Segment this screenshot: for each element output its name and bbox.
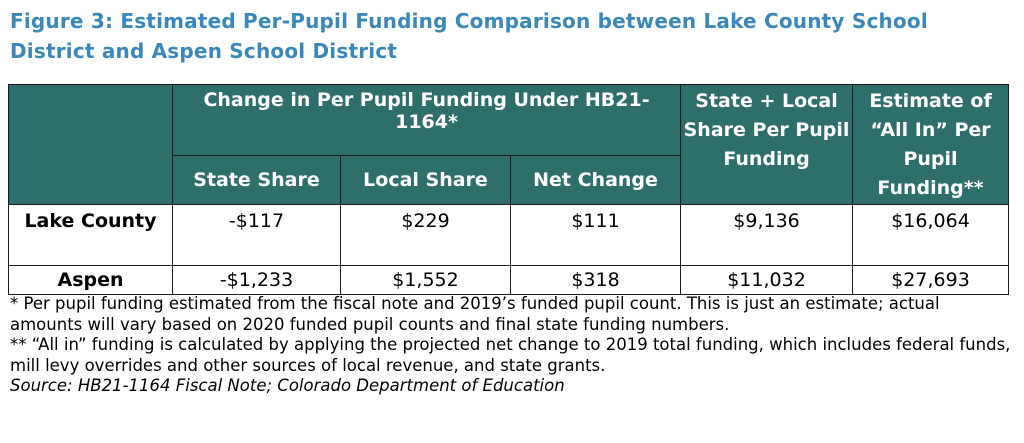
all-in-cell: $16,064 [852,204,1010,266]
state-local-cell: $11,032 [680,265,854,295]
state-share-header: State Share [172,155,341,205]
footnote-all-in: ** “All in” funding is calculated by app… [10,335,1011,375]
state-local-share-header: State + Local Share Per Pupil Funding [680,84,854,205]
row-name: Aspen [8,265,173,295]
source-note: Source: HB21-1164 Fiscal Note; Colorado … [10,376,565,395]
change-per-pupil-header: Change in Per Pupil Funding Under HB21-1… [171,84,682,156]
all-in-cell: $27,693 [852,265,1010,295]
all-in-estimate-header: Estimate of “All In” Per Pupil Funding** [852,84,1010,205]
footnote-per-pupil: * Per pupil funding estimated from the f… [10,294,940,334]
net-change-header: Net Change [509,155,682,205]
row-name: Lake County [8,204,173,266]
state-share-cell: -$117 [172,204,341,266]
row-label-header [8,84,173,205]
table-row-aspen: Aspen -$1,233 $1,552 $318 $11,032 $27,69… [8,265,1010,295]
local-share-cell: $229 [340,204,511,266]
state-local-cell: $9,136 [680,204,854,266]
net-change-cell: $111 [509,204,682,266]
local-share-header: Local Share [340,155,511,205]
figure-title: Figure 3: Estimated Per-Pupil Funding Co… [10,9,928,63]
net-change-cell: $318 [509,265,682,295]
table-notes: * Per pupil funding estimated from the f… [10,294,1015,397]
funding-comparison-table: Change in Per Pupil Funding Under HB21-1… [8,84,1010,295]
state-share-cell: -$1,233 [172,265,341,295]
table-row-lake-county: Lake County -$117 $229 $111 $9,136 $16,0… [8,204,1010,266]
local-share-cell: $1,552 [340,265,511,295]
